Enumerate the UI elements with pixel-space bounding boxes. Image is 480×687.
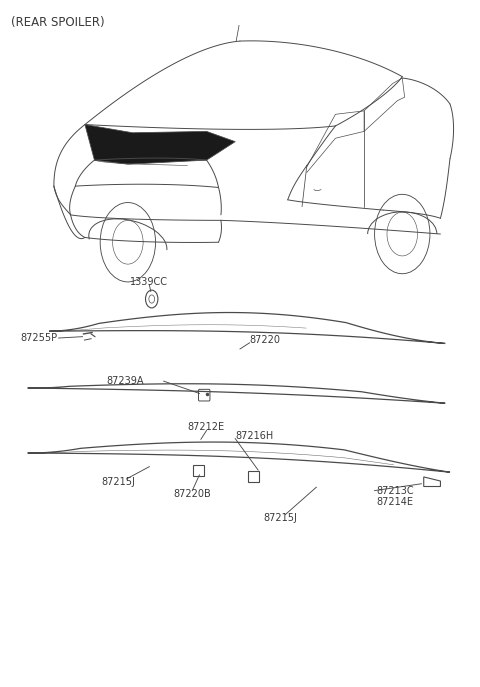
Text: 87220B: 87220B	[173, 489, 211, 499]
Text: 87212E: 87212E	[188, 422, 225, 432]
Text: 87220: 87220	[250, 335, 280, 345]
Text: 87215J: 87215J	[264, 513, 298, 523]
Text: 87239A: 87239A	[107, 376, 144, 386]
Text: 87255P: 87255P	[21, 333, 58, 343]
Text: 87213C: 87213C	[376, 486, 414, 495]
Polygon shape	[85, 124, 235, 164]
Text: (REAR SPOILER): (REAR SPOILER)	[11, 16, 105, 30]
Text: 87214E: 87214E	[376, 497, 413, 507]
Text: 87215J: 87215J	[102, 477, 135, 486]
Bar	[193, 465, 204, 476]
Text: 87216H: 87216H	[235, 431, 274, 441]
Bar	[248, 471, 259, 482]
Text: 1339CC: 1339CC	[130, 277, 168, 287]
